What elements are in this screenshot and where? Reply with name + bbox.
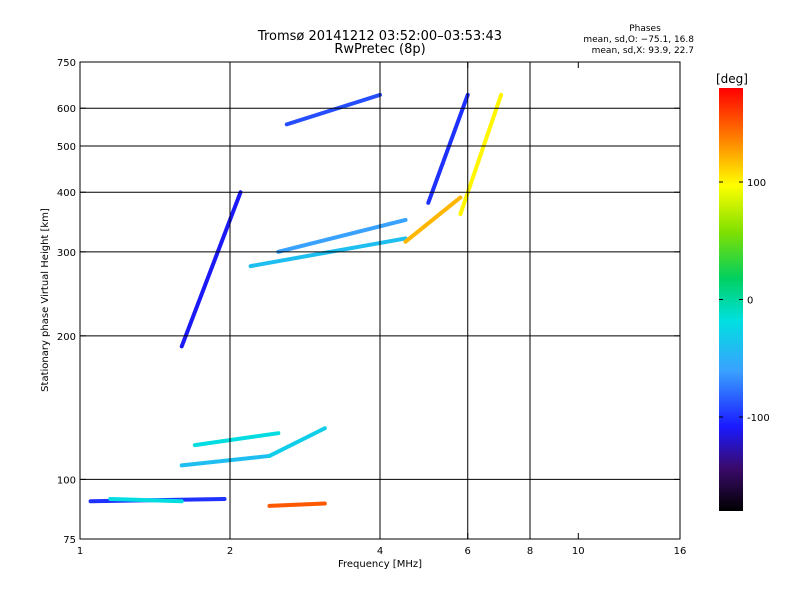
colorbar-ticks: 100 0 -100: [719, 178, 770, 424]
y-tick-label-75: 75: [63, 535, 76, 546]
colorbar-tick-label--100: -100: [747, 413, 770, 424]
colorbar-tick-label-100: 100: [747, 178, 766, 189]
legend-title: Phases: [629, 24, 661, 34]
colorbar-label: [deg]: [716, 72, 748, 86]
trace-13: [267, 501, 327, 508]
x-tick-label-6: 6: [465, 546, 471, 557]
trace-4: [192, 431, 281, 448]
y-tick-label-200: 200: [57, 332, 76, 343]
legend-line-x: mean, sd,X: 93.9, 22.7: [592, 46, 694, 56]
trace-9: [284, 92, 382, 127]
x-tick-label-10: 10: [572, 546, 585, 557]
y-axis-label: Stationary phase Virtual Height [km]: [40, 208, 51, 392]
y-tick-label-400: 400: [57, 188, 76, 199]
trace-10: [403, 195, 463, 244]
y-tick-label-600: 600: [57, 104, 76, 115]
x-tick-label-16: 16: [674, 546, 687, 557]
y-tick-label-500: 500: [57, 142, 76, 153]
colorbar-tick-label-0: 0: [747, 296, 753, 307]
chart-subtitle: RwPretec (8p): [334, 42, 425, 57]
trace-12: [458, 92, 504, 217]
y-tick-label-300: 300: [57, 248, 76, 259]
trace-2: [108, 496, 184, 504]
trace-3: [179, 453, 272, 468]
x-axis-label: Frequency [MHz]: [338, 559, 422, 570]
x-tick-label-1: 1: [77, 546, 83, 557]
legend-line-o: mean, sd,O: −75.1, 16.8: [583, 35, 694, 45]
x-tick-label-8: 8: [527, 546, 533, 557]
y-tick-label-750: 750: [57, 58, 76, 69]
trace-6: [179, 190, 243, 349]
y-tick-label-100: 100: [57, 475, 76, 486]
trace-8: [276, 217, 408, 254]
axes: 1 2 4 6 8 10 16 75 100 200 300 400 500 600 750: [57, 58, 686, 557]
trace-5: [267, 426, 327, 458]
x-tick-label-2: 2: [227, 546, 233, 557]
plot-area: [88, 92, 504, 508]
x-tick-label-4: 4: [377, 546, 383, 557]
chart-title: Tromsø 20141212 03:52:00–03:53:43: [257, 29, 502, 44]
trace-11: [426, 92, 470, 205]
